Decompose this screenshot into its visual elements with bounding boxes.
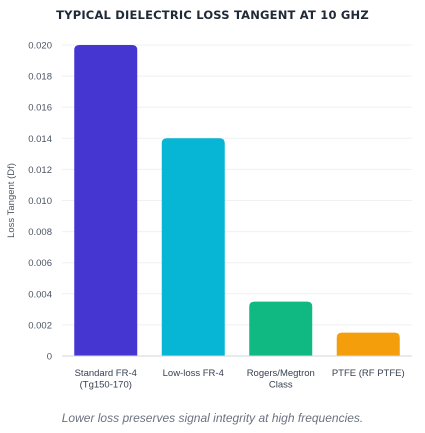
y-tick-label: 0.012 xyxy=(28,165,52,176)
y-tick-label: 0 xyxy=(47,352,52,363)
y-tick-label: 0.006 xyxy=(28,258,52,269)
y-tick-label: 0.002 xyxy=(28,320,52,331)
bar-chart: 0 0.002 0.004 0.006 0.008 0.010 0.012 0.014 0.01… xyxy=(6,41,412,391)
bar xyxy=(161,138,225,356)
y-tick-label: 0.016 xyxy=(28,103,52,114)
y-tick-label: 0.014 xyxy=(28,134,52,145)
x-category-label: Standard FR-4 (Tg150-170) xyxy=(75,368,137,391)
bars xyxy=(74,45,400,356)
y-tick-label: 0.008 xyxy=(28,227,52,238)
y-tick-label: 0.010 xyxy=(28,196,52,207)
y-axis-title: Loss Tangent (Df) xyxy=(6,163,17,238)
chart-footnote: Lower loss preserves signal integrity at… xyxy=(61,411,364,425)
x-category-label: Low-loss FR-4 xyxy=(163,368,224,379)
bar xyxy=(74,45,138,356)
y-axis-ticks: 0 0.002 0.004 0.006 0.008 0.010 0.012 0.014 0.01… xyxy=(28,41,52,363)
bar xyxy=(249,301,313,356)
y-tick-label: 0.020 xyxy=(28,41,52,52)
x-category-label: Rogers/Megtron Class xyxy=(247,368,315,391)
bar xyxy=(336,332,400,356)
x-category-label: PTFE (RF PTFE) xyxy=(332,368,405,379)
y-tick-label: 0.018 xyxy=(28,72,52,83)
y-tick-label: 0.004 xyxy=(28,289,52,300)
x-axis-labels: Standard FR-4 (Tg150-170) Low-loss FR-4 Rog… xyxy=(75,368,405,391)
chart-title: TYPICAL DIELECTRIC LOSS TANGENT AT 10 GH… xyxy=(56,8,369,22)
